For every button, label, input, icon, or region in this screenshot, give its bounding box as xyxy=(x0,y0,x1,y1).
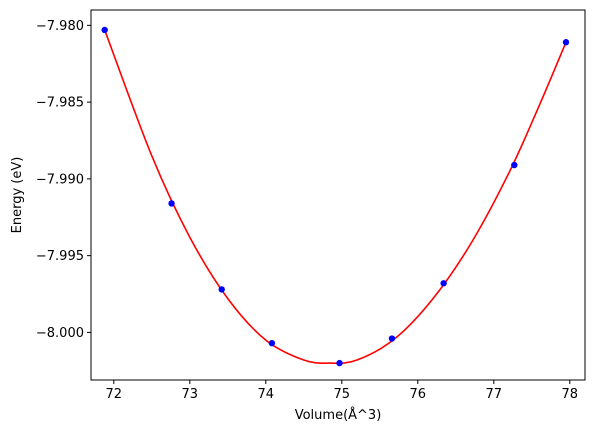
y-axis-title: Energy (eV) xyxy=(10,157,25,234)
x-tick-label: 78 xyxy=(562,387,579,402)
data-points-layer xyxy=(101,26,570,367)
data-point xyxy=(168,200,175,207)
data-point xyxy=(440,280,447,287)
x-tick-label: 77 xyxy=(486,387,503,402)
data-point xyxy=(268,339,276,347)
data-point xyxy=(562,39,570,46)
y-tick-label: −7.980 xyxy=(36,19,84,34)
data-point xyxy=(511,161,518,169)
y-tick-label: −7.990 xyxy=(36,172,84,187)
x-tick-label: 74 xyxy=(258,387,275,402)
y-tick-label: −7.995 xyxy=(36,249,84,264)
y-tick-label: −7.985 xyxy=(36,96,84,111)
data-point xyxy=(218,286,225,293)
x-axis-title: Volume(Å^3) xyxy=(295,407,382,423)
x-tick-label: 73 xyxy=(182,387,199,402)
fit-curve-layer xyxy=(103,29,567,365)
x-axis: 72 73 74 75 76 77 78 xyxy=(106,380,579,402)
y-tick-label: −8.000 xyxy=(36,326,84,341)
data-point xyxy=(101,26,108,34)
fit-curve-line xyxy=(103,29,567,365)
x-tick-label: 75 xyxy=(334,387,351,402)
data-point xyxy=(336,359,343,367)
plot-area-frame xyxy=(90,9,586,381)
x-tick-label: 72 xyxy=(106,387,123,402)
y-axis: −8.000 −7.995 −7.990 −7.985 −7.980 xyxy=(36,19,91,341)
data-point xyxy=(388,335,396,342)
x-tick-label: 76 xyxy=(410,387,427,402)
